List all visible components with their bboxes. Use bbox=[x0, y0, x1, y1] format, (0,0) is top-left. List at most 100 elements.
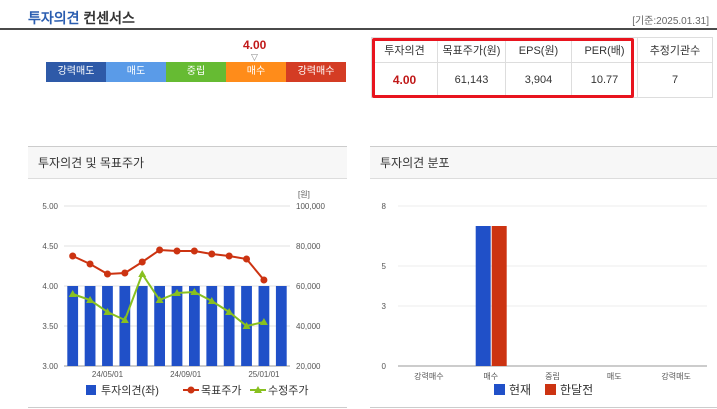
opinion-bar bbox=[154, 286, 166, 366]
opinion-scale-segment: 강력매도 bbox=[46, 62, 106, 82]
y-right-tick-label: 60,000 bbox=[296, 282, 321, 291]
summary-header-institutions: 추정기관수 bbox=[637, 37, 713, 63]
target-price-point bbox=[243, 255, 251, 263]
legend-target-price-marker bbox=[187, 386, 195, 394]
opinion-target-price-chart: 5.00 100,000 4.50 80,000 4.00 60,000 3.50 40,00… bbox=[42, 190, 325, 397]
summary-header-eps: EPS(원) bbox=[505, 37, 572, 63]
adjusted-price-point bbox=[120, 316, 129, 323]
current-bar bbox=[475, 226, 491, 366]
x-tick-label: 강력매수 bbox=[414, 371, 443, 381]
consensus-summary-table: 투자의견 목표주가(원) EPS(원) PER(배) 추정기관수 4.00 61… bbox=[371, 37, 713, 98]
opinion-scale-segment: 매수 bbox=[226, 62, 286, 82]
adjusted-price-point bbox=[138, 270, 147, 277]
adjusted-price-point bbox=[242, 322, 251, 329]
summary-value-eps: 3,904 bbox=[505, 62, 572, 98]
opinion-distribution-title: 투자의견 분포 bbox=[370, 147, 717, 179]
legend-current-label: 현재 bbox=[509, 383, 531, 397]
target-price-point bbox=[69, 252, 77, 260]
target-price-point bbox=[138, 258, 146, 266]
y-tick-label: 8 bbox=[382, 202, 387, 211]
target-price-point bbox=[208, 250, 216, 258]
summary-header-target-price: 목표주가(원) bbox=[437, 37, 506, 63]
x-tick-label: 매수 bbox=[483, 372, 498, 381]
opinion-value-label: 4.00 bbox=[243, 38, 267, 52]
target-price-point bbox=[260, 276, 268, 284]
target-price-point bbox=[190, 247, 198, 255]
y-tick-label: 0 bbox=[382, 362, 387, 371]
x-tick-label: 24/09/01 bbox=[170, 370, 202, 379]
adjusted-price-point bbox=[68, 290, 77, 297]
legend-adjusted-price-label: 수정주가 bbox=[268, 384, 308, 397]
summary-header-per: PER(배) bbox=[571, 37, 638, 63]
adjusted-price-line bbox=[72, 271, 265, 328]
opinion-scale-bar: 강력매도 매도 중립 매수 강력매수 bbox=[46, 62, 346, 82]
summary-value-opinion: 4.00 bbox=[371, 62, 438, 98]
x-tick-label: 24/05/01 bbox=[92, 370, 124, 379]
target-price-point bbox=[225, 252, 233, 260]
target-price-point bbox=[103, 270, 111, 278]
target-price-line bbox=[72, 248, 265, 281]
opinion-bar bbox=[275, 286, 287, 366]
opinion-scale-segment: 강력매수 bbox=[286, 62, 346, 82]
opinion-bar bbox=[119, 286, 131, 366]
opinion-bar bbox=[136, 286, 148, 366]
adjusted-price-point bbox=[190, 288, 199, 295]
previous-month-bar bbox=[491, 226, 507, 366]
opinion-scale-segment: 중립 bbox=[166, 62, 226, 82]
y-right-tick-label: 40,000 bbox=[296, 322, 321, 331]
y-tick-label: 5 bbox=[382, 262, 387, 271]
y-left-tick-label: 3.00 bbox=[42, 362, 58, 371]
x-tick-label: 중립 bbox=[545, 372, 560, 381]
legend-current-marker bbox=[494, 384, 505, 395]
page-title-sub: 컨센서스 bbox=[83, 10, 135, 26]
opinion-bar bbox=[223, 286, 235, 366]
y-right-tick-label: 20,000 bbox=[296, 362, 321, 371]
opinion-bar bbox=[206, 286, 218, 366]
summary-header-row: 투자의견 목표주가(원) EPS(원) PER(배) 추정기관수 bbox=[371, 37, 713, 63]
summary-value-target-price: 61,143 bbox=[437, 62, 506, 98]
x-tick-label: 강력매도 bbox=[661, 371, 690, 381]
opinion-bar bbox=[84, 286, 96, 366]
target-price-point bbox=[173, 247, 181, 255]
y-right-tick-label: 80,000 bbox=[296, 242, 321, 251]
x-tick-label: 매도 bbox=[607, 372, 622, 381]
opinion-bar bbox=[188, 286, 200, 366]
header-bar: 투자의견 컨센서스 [기준:2025.01.31] bbox=[0, 0, 717, 30]
opinion-bar bbox=[258, 286, 270, 366]
legend-adjusted-price-marker bbox=[254, 386, 262, 393]
summary-header-opinion: 투자의견 bbox=[371, 37, 438, 63]
y-left-tick-label: 3.50 bbox=[42, 322, 58, 331]
y-left-tick-label: 5.00 bbox=[42, 202, 58, 211]
y-tick-label: 3 bbox=[382, 302, 387, 311]
legend-opinion-label: 투자의견(좌) bbox=[101, 384, 159, 397]
legend-previous-month-label: 한달전 bbox=[560, 383, 593, 397]
legend-target-price-label: 목표주가 bbox=[201, 384, 241, 397]
target-price-point bbox=[121, 269, 129, 277]
target-price-point bbox=[156, 246, 164, 254]
adjusted-price-point bbox=[86, 296, 95, 303]
reference-date: [기준:2025.01.31] bbox=[632, 16, 709, 27]
summary-value-per: 10.77 bbox=[571, 62, 638, 98]
page-title-main: 투자의견 bbox=[28, 10, 80, 26]
x-tick-label: 25/01/01 bbox=[248, 370, 280, 379]
legend-previous-month-marker bbox=[545, 384, 556, 395]
summary-value-institutions: 7 bbox=[637, 62, 713, 98]
adjusted-price-point bbox=[155, 296, 164, 303]
opinion-bar bbox=[171, 286, 183, 366]
adjusted-price-point bbox=[103, 308, 112, 315]
opinion-pointer-icon: ▽ bbox=[251, 52, 258, 62]
opinion-bar bbox=[67, 286, 79, 366]
opinion-target-price-title: 투자의견 및 목표주가 bbox=[28, 147, 347, 179]
summary-value-row: 4.00 61,143 3,904 10.77 7 bbox=[371, 62, 713, 98]
opinion-scale-segment: 매도 bbox=[106, 62, 166, 82]
page-title: 투자의견 컨센서스 bbox=[28, 8, 135, 28]
target-price-point bbox=[86, 260, 94, 268]
adjusted-price-point bbox=[225, 308, 234, 315]
y-right-tick-label: 100,000 bbox=[296, 202, 325, 211]
opinion-bar bbox=[102, 286, 113, 366]
y-right-unit-label: [원] bbox=[298, 190, 310, 199]
adjusted-price-point bbox=[259, 318, 268, 325]
legend-opinion-marker bbox=[86, 385, 96, 395]
